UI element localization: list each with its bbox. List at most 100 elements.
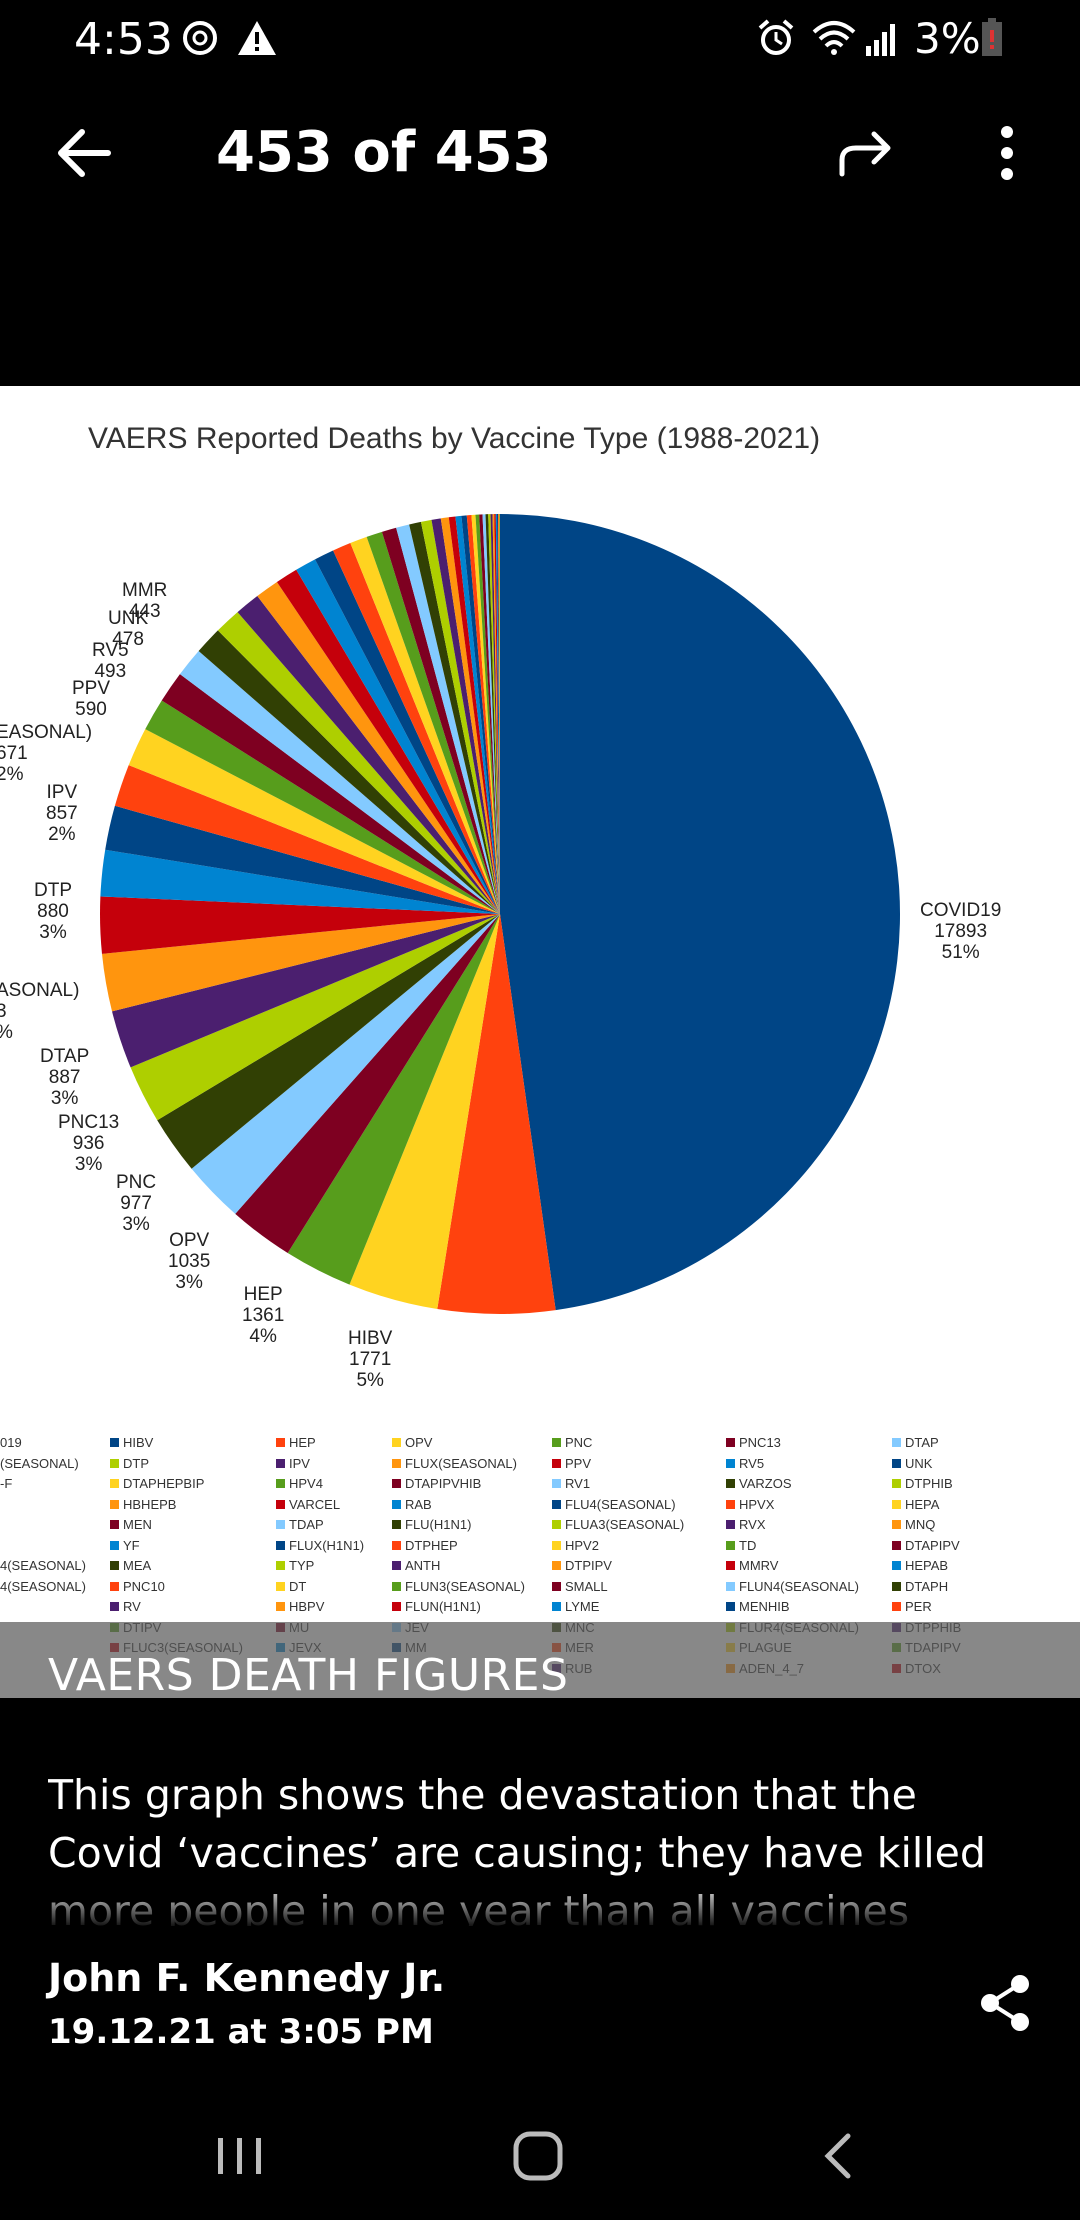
legend-label: PER xyxy=(905,1599,932,1614)
legend-label: OPV xyxy=(405,1435,433,1450)
pie-slice-44 xyxy=(490,514,500,914)
legend-item: FLUN(H1N1) xyxy=(392,1600,481,1614)
legend-label: FLU4(SEASONAL) xyxy=(565,1496,676,1512)
legend-swatch xyxy=(552,1602,561,1611)
legend-swatch xyxy=(552,1561,561,1570)
legend-swatch xyxy=(892,1520,901,1529)
nav-back-icon[interactable] xyxy=(810,2126,870,2186)
legend-swatch xyxy=(110,1520,119,1529)
legend-item: HEPAB xyxy=(892,1559,948,1573)
legend-label: DTAPIPVHIB xyxy=(405,1476,482,1491)
legend-label: TDAP xyxy=(289,1517,324,1532)
legend-item: MEN xyxy=(110,1518,152,1532)
legend-item: HEP xyxy=(276,1436,316,1450)
legend-swatch xyxy=(276,1479,285,1488)
legend-label: HEPA xyxy=(905,1496,940,1512)
legend-swatch xyxy=(392,1520,401,1529)
legend-item: RV5 xyxy=(726,1456,764,1471)
legend-swatch xyxy=(552,1479,561,1488)
legend-item: TYP xyxy=(276,1559,314,1573)
legend-item: DTPHIB xyxy=(892,1477,953,1491)
forward-arrow-icon[interactable] xyxy=(830,118,900,188)
slice-label-pnc13: PNC13 936 3% xyxy=(58,1112,120,1175)
pie-slice-29 xyxy=(396,524,500,914)
legend-label: MEA xyxy=(123,1558,152,1573)
more-vert-icon[interactable] xyxy=(982,118,1032,188)
legend-item: RAB xyxy=(392,1497,432,1512)
legend-label: HBPV xyxy=(289,1599,325,1614)
legend-swatch xyxy=(552,1540,561,1550)
legend-item: DT xyxy=(276,1579,306,1594)
share-icon[interactable] xyxy=(974,1972,1036,2034)
pie-slice-19 xyxy=(217,612,500,914)
legend-swatch xyxy=(892,1561,901,1570)
pie-slice-dtap xyxy=(157,914,500,1169)
legend-swatch xyxy=(892,1540,901,1550)
author-name: John F. Kennedy Jr. xyxy=(48,1956,446,2000)
wifi-icon xyxy=(812,21,856,55)
pie-slice-dtp xyxy=(112,914,500,1068)
status-time: 4:53 xyxy=(74,14,173,65)
legend-label: 4(SEASONAL) xyxy=(0,1558,86,1573)
pie-slice-45 xyxy=(492,514,500,914)
legend-item: MEA xyxy=(110,1559,151,1573)
description-fade xyxy=(0,1880,1080,1930)
pie-slice-opv xyxy=(287,914,500,1285)
pie-slice-31 xyxy=(420,519,500,914)
legend-item: FLU(H1N1) xyxy=(392,1518,471,1532)
pie-slice-unk xyxy=(161,674,500,914)
pie-slice-hep xyxy=(349,914,500,1310)
image-viewer[interactable]: VAERS Reported Deaths by Vaccine Type (1… xyxy=(0,386,1080,1698)
legend-label: MMRV xyxy=(739,1558,779,1573)
legend-item: FLUX(H1N1) xyxy=(276,1537,365,1553)
pie-slice-26 xyxy=(350,536,500,914)
caption-title: VAERS DEATH FIGURES xyxy=(48,1650,569,1701)
legend-label: PNC xyxy=(565,1435,593,1450)
legend-swatch xyxy=(276,1499,285,1509)
alarm-icon xyxy=(758,19,794,55)
legend-item: HEPA xyxy=(892,1496,940,1512)
legend-item: 4(SEASONAL) xyxy=(0,1579,86,1594)
legend-item: UNK xyxy=(892,1456,932,1471)
post-date: 19.12.21 at 3:05 PM xyxy=(48,2012,434,2052)
pie-slice-32 xyxy=(431,518,500,914)
pie-slice-9 xyxy=(101,914,500,1012)
pie-slice-49 xyxy=(497,514,500,914)
slice-label-dtap: DTAP 887 3% xyxy=(40,1046,90,1109)
legend-item: DTAPIPV xyxy=(892,1537,960,1553)
legend-item: DTPIPV xyxy=(552,1559,612,1573)
pie-slice-pnc13 xyxy=(191,914,500,1214)
legend-swatch xyxy=(726,1561,735,1570)
legend-item: HBHEPB xyxy=(110,1497,176,1512)
legend-swatch xyxy=(892,1602,901,1611)
slice-label-hep: HEP 1361 4% xyxy=(242,1284,285,1347)
back-arrow-icon[interactable] xyxy=(50,118,120,188)
legend-label: HPV2 xyxy=(565,1537,599,1553)
pie-slice-50 xyxy=(498,514,500,914)
pie-slice-42 xyxy=(485,514,500,914)
legend-label: FLUX(SEASONAL) xyxy=(405,1455,517,1471)
legend-item: HPVX xyxy=(726,1497,774,1512)
legend-item: FLUN3(SEASONAL) xyxy=(392,1579,525,1594)
legend-swatch xyxy=(392,1602,401,1611)
slice-label-hibv: HIBV 1771 5% xyxy=(348,1328,393,1391)
legend-swatch xyxy=(110,1561,119,1570)
legend-label: RV xyxy=(123,1599,141,1614)
legend-label: HPV4 xyxy=(289,1476,323,1491)
legend-swatch xyxy=(726,1479,735,1488)
recents-icon[interactable] xyxy=(210,2126,270,2186)
legend-swatch xyxy=(392,1479,401,1488)
legend-item: MMRV xyxy=(726,1559,778,1573)
legend-label: MEN xyxy=(123,1517,152,1532)
pie-slice-43 xyxy=(488,514,500,914)
slice-label-opv: OPV 1035 3% xyxy=(168,1230,211,1293)
legend-item: PNC13 xyxy=(726,1436,781,1450)
legend-item: PNC10 xyxy=(110,1579,165,1594)
legend-label: RVX xyxy=(739,1517,766,1532)
legend-label: FLUX(H1N1) xyxy=(289,1537,365,1553)
pie-slice-hibv xyxy=(437,914,556,1314)
legend-label: DTAPIPV xyxy=(905,1537,960,1553)
legend-item: FLUX(SEASONAL) xyxy=(392,1455,517,1471)
legend-item: OPV xyxy=(392,1436,432,1450)
home-icon[interactable] xyxy=(506,2124,570,2188)
